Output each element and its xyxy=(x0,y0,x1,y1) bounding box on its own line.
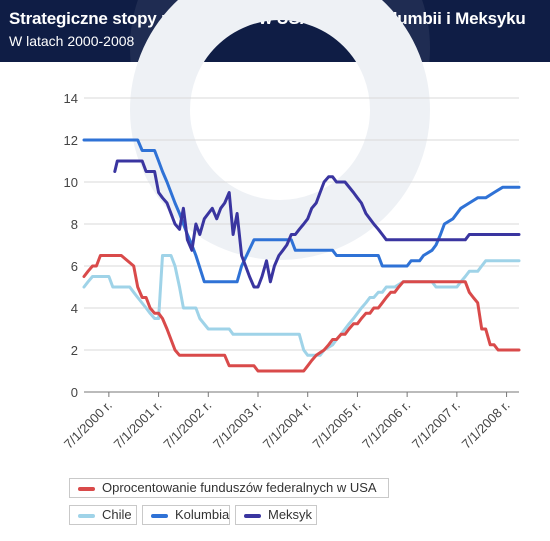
legend-swatch-meksyk xyxy=(244,514,261,518)
y-tick-label: 2 xyxy=(71,343,78,358)
x-tick-label: 7/1/2003 r. xyxy=(210,398,264,452)
y-tick-label: 14 xyxy=(64,91,78,106)
legend-item-chile: Chile xyxy=(69,505,137,525)
y-tick-label: 12 xyxy=(64,133,78,148)
legend-swatch-kolumbia xyxy=(151,514,168,518)
y-tick-label: 0 xyxy=(71,385,78,400)
x-tick-label: 7/1/2001 r. xyxy=(111,398,165,452)
legend-label-chile: Chile xyxy=(102,507,132,522)
x-tick-label: 7/1/2008 r. xyxy=(459,398,513,452)
y-tick-label: 6 xyxy=(71,259,78,274)
x-tick-label: 7/1/2005 r. xyxy=(309,398,363,452)
legend-label-usa: Oprocentowanie funduszów federalnych w U… xyxy=(102,480,377,495)
series-line-chile xyxy=(82,254,521,357)
legend-item-meksyk: Meksyk xyxy=(235,505,317,525)
chart-subtitle: W latach 2000-2008 xyxy=(9,33,135,49)
series-lines xyxy=(82,138,521,373)
series-line-kolumbia xyxy=(82,138,521,284)
watermark-ring xyxy=(130,0,430,260)
legend-item-usa: Oprocentowanie funduszów federalnych w U… xyxy=(69,478,389,498)
x-tick-label: 7/1/2004 r. xyxy=(260,398,314,452)
series-line-meksyk xyxy=(113,159,521,289)
x-tick-label: 7/1/2006 r. xyxy=(359,398,413,452)
x-tick-label: 7/1/2000 r. xyxy=(61,398,115,452)
y-tick-label: 4 xyxy=(71,301,78,316)
x-tick-label: 7/1/2002 r. xyxy=(160,398,214,452)
legend-item-kolumbia: Kolumbia xyxy=(142,505,230,525)
y-tick-label: 10 xyxy=(64,175,78,190)
y-tick-label: 8 xyxy=(71,217,78,232)
legend-label-meksyk: Meksyk xyxy=(268,507,313,522)
legend-swatch-chile xyxy=(78,514,95,518)
y-axis-ticks: 0 2 4 6 8 10 12 14 xyxy=(64,91,78,400)
x-tick-label: 7/1/2007 r. xyxy=(409,398,463,452)
series-line-usa xyxy=(82,254,521,373)
legend-swatch-usa xyxy=(78,487,95,491)
background-watermark xyxy=(130,0,430,260)
x-axis: 7/1/2000 r.7/1/2001 r.7/1/2002 r.7/1/200… xyxy=(61,391,519,452)
legend-label-kolumbia: Kolumbia xyxy=(175,507,230,522)
